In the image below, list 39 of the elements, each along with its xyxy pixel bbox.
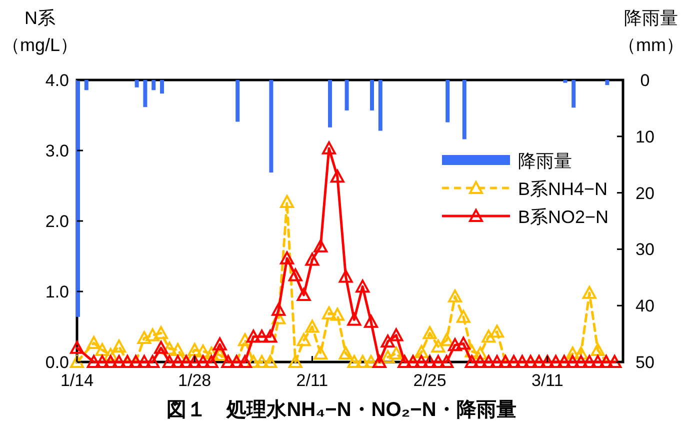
bar bbox=[134, 80, 139, 88]
x-tick-label: 3/11 bbox=[531, 371, 564, 390]
bar bbox=[462, 80, 466, 140]
legend-label: 降雨量 bbox=[518, 151, 572, 171]
y-tick-label: 2.0 bbox=[45, 212, 69, 231]
y2-tick-label: 50 bbox=[636, 353, 654, 372]
y-tick-label: 1.0 bbox=[45, 282, 69, 302]
y-axis-title: N系（mg/L） bbox=[2, 8, 78, 55]
y-tick-label: 3.0 bbox=[45, 142, 69, 160]
y-tick-label: 4.0 bbox=[45, 71, 69, 90]
bar bbox=[605, 80, 610, 86]
legend-label: B系NH4−N bbox=[518, 179, 608, 199]
bar bbox=[269, 80, 274, 172]
bar bbox=[152, 80, 156, 90]
y2-tick-label: 40 bbox=[636, 296, 654, 316]
y2-tick-label: 0 bbox=[640, 71, 650, 90]
bar bbox=[236, 80, 240, 122]
bar bbox=[160, 80, 164, 94]
y2-tick-label: 30 bbox=[636, 240, 654, 260]
y2-tick-label: 10 bbox=[636, 127, 654, 146]
bar bbox=[446, 80, 450, 122]
bar bbox=[572, 80, 576, 108]
bar bbox=[344, 80, 349, 110]
bar bbox=[328, 80, 332, 128]
y2-axis-title: 降雨量（mm） bbox=[618, 8, 684, 55]
bar bbox=[143, 80, 148, 108]
x-tick-label: 2/25 bbox=[413, 371, 446, 390]
legend-label: B系NO2−N bbox=[518, 207, 609, 227]
bar bbox=[76, 80, 80, 317]
x-tick-label: 2/11 bbox=[296, 371, 328, 390]
bar bbox=[563, 80, 568, 83]
y2-tick-label: 20 bbox=[636, 184, 654, 203]
bar bbox=[370, 80, 374, 110]
bar bbox=[84, 80, 88, 90]
bar bbox=[378, 80, 382, 131]
x-tick-label: 1/28 bbox=[178, 371, 212, 390]
y-tick-label: 0.0 bbox=[45, 353, 69, 372]
x-tick-label: 1/14 bbox=[60, 371, 94, 390]
text: 図１ 処理水NH₄−N・NO₂−N・降雨量 bbox=[166, 399, 516, 421]
